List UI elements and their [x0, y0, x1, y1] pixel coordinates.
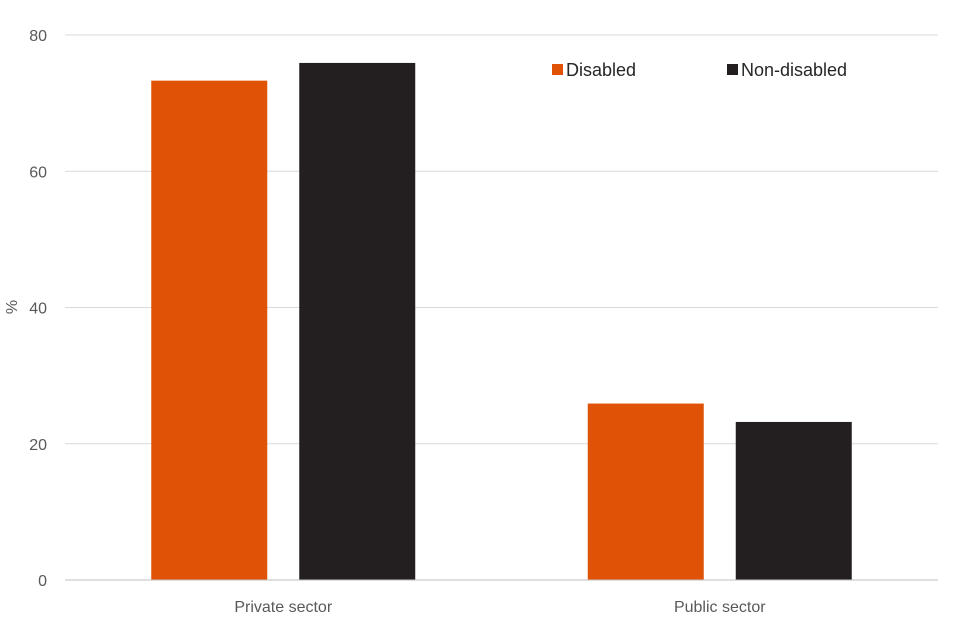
bars: [151, 62, 852, 581]
y-axis-ticks: 0 20 40 60 80: [29, 28, 47, 590]
x-axis-categories: Private sector Public sector: [234, 599, 766, 616]
legend-swatch: [727, 64, 738, 75]
bar-non-disabled-1: [735, 421, 852, 580]
y-tick-label: 40: [29, 301, 47, 318]
legend: Disabled Non-disabled: [552, 60, 847, 80]
legend-label: Non-disabled: [741, 60, 847, 80]
y-tick-label: 20: [29, 437, 47, 454]
x-category-label: Private sector: [234, 599, 332, 616]
y-tick-label: 60: [29, 164, 47, 181]
x-category-label: Public sector: [674, 599, 766, 616]
y-tick-label: 0: [38, 573, 47, 590]
bar-non-disabled-0: [299, 62, 416, 580]
bar-disabled-0: [151, 80, 268, 581]
y-tick-label: 80: [29, 28, 47, 45]
y-axis-title: %: [4, 300, 21, 314]
legend-swatch: [552, 64, 563, 75]
bar-disabled-1: [587, 403, 704, 580]
legend-label: Disabled: [566, 60, 636, 80]
